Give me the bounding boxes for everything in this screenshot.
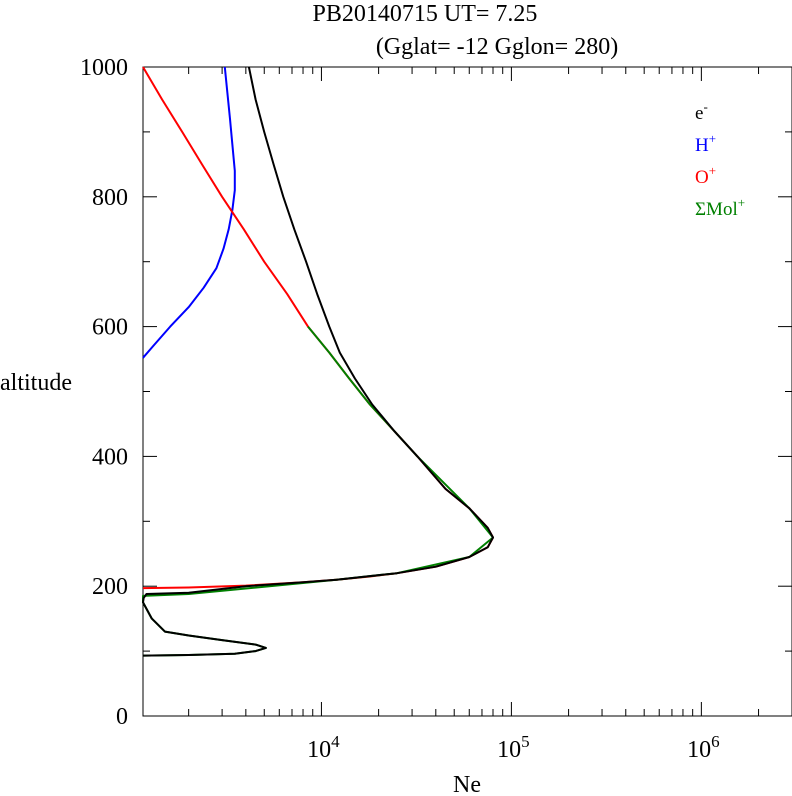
y-tick-label: 600 — [92, 315, 128, 341]
chart-subtitle: (Gglat= -12 Gglon= 280) — [376, 34, 618, 60]
x-tick-labels: 104 105 106 — [307, 732, 719, 763]
y-tick-labels: 0 200 400 600 800 1000 — [80, 55, 128, 730]
series-line-mol — [142, 325, 494, 657]
y-axis-label: altitude — [0, 370, 72, 396]
chart-title: PB20140715 UT= 7.25 — [313, 1, 538, 27]
series-line-e — [142, 66, 494, 657]
legend-entry: H+ — [695, 131, 716, 156]
y-tick-label: 0 — [116, 704, 128, 730]
legend: e- H+ O+ ΣMol+ — [695, 99, 745, 220]
y-tick-label: 400 — [92, 444, 128, 470]
x-tick-label: 106 — [687, 732, 720, 763]
y-tick-label: 1000 — [80, 55, 128, 81]
x-tick-label: 105 — [497, 732, 530, 763]
series-line-o — [142, 66, 494, 590]
legend-entry: O+ — [695, 163, 716, 188]
plot-frame — [142, 66, 792, 717]
x-tick-label: 104 — [307, 732, 340, 763]
axis-ticks — [143, 66, 792, 717]
series-line-h — [142, 66, 236, 359]
y-tick-label: 800 — [92, 185, 128, 211]
series-lines — [142, 66, 494, 657]
y-tick-label: 200 — [92, 574, 128, 600]
legend-entry: ΣMol+ — [695, 195, 745, 220]
legend-entry: e- — [695, 99, 708, 124]
x-axis-label: Ne — [453, 772, 481, 796]
